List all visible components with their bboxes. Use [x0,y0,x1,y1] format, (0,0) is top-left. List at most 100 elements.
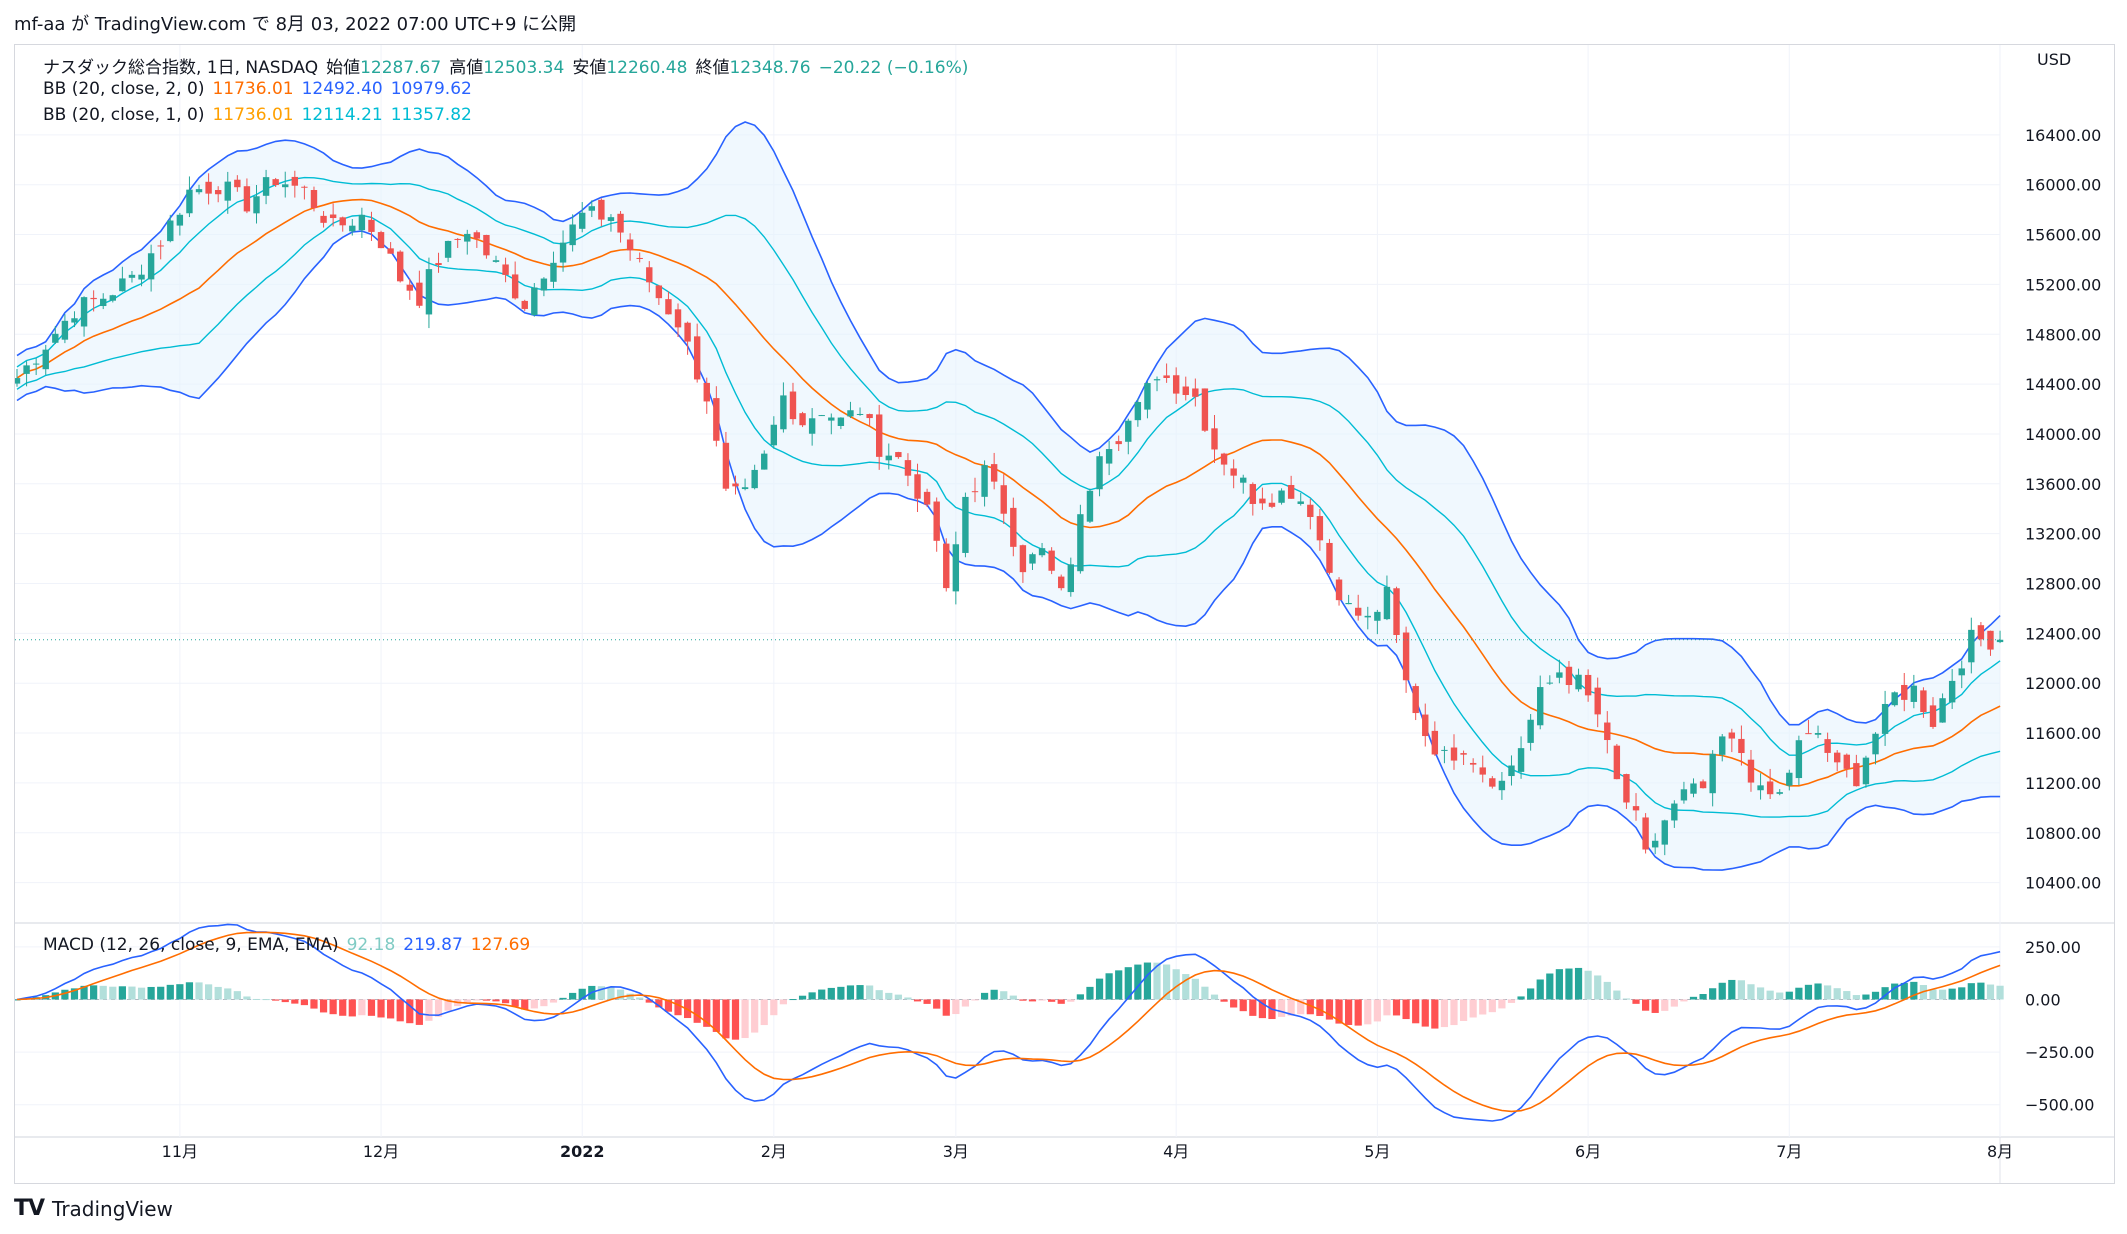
candle-body [1249,484,1257,504]
macd-histogram-bar [1028,999,1037,1002]
candle-body [329,214,337,219]
candle-body [1278,490,1285,503]
legend-main[interactable]: ナスダック総合指数, 1日, NASDAQ 始値12287.67 高値12503.3… [43,53,976,78]
macd-histogram-bar [1728,979,1736,1000]
candle-body [741,487,749,490]
macd-histogram-bar [70,988,79,1000]
macd-histogram-bar [1555,969,1563,1000]
price-tick-label: 15200.00 [2025,275,2101,294]
macd-histogram-bar [990,989,998,1000]
macd-histogram-bar [1546,973,1554,1000]
candle-body [262,177,270,196]
candle-body [1671,803,1678,821]
candle-body [703,382,710,402]
macd-histogram-bar [387,999,395,1019]
time-tick-label: 5月 [1364,1142,1390,1161]
candle-body [1891,692,1898,706]
macd-histogram-bar [463,999,471,1003]
candle-body [1383,586,1391,620]
candle-body [1699,781,1707,789]
candle-body [780,395,787,430]
candle-body [349,225,356,232]
candle-body [387,248,394,254]
macd-histogram-bar [607,986,615,1000]
legend-macd[interactable]: MACD (12, 26, close, 9, EMA, EMA) 92.18 21… [43,935,538,955]
candle-body [1881,703,1889,734]
candle-body [1029,554,1036,564]
macd-histogram-bar [262,999,270,1001]
candle-body [1441,749,1448,751]
macd-histogram-bar [281,999,289,1003]
macd-histogram-bar [1048,999,1056,1002]
macd-histogram-bar [952,999,960,1015]
candle-body [1316,516,1324,541]
candle-body [1565,666,1573,686]
candle-body [923,491,931,505]
macd-histogram-bar [1622,998,1631,1000]
macd-histogram-bar [1517,996,1525,1000]
legend-low-label: 安値 [572,58,607,78]
candle-body [100,298,107,307]
macd-histogram-bar [233,991,241,1000]
candle-body [1690,783,1697,794]
macd-histogram-bar [1766,990,1774,1000]
price-chart[interactable]: USD 10400.00 10800.00 11200.00 11600.00 12000… [15,45,2114,1183]
macd-histogram-bar [1565,968,1573,1000]
macd-histogram-bar [166,984,174,1000]
legend-bb1[interactable]: BB (20, close, 1, 0) 11736.01 12114.21 1135… [43,105,480,125]
macd-histogram-bar [1507,999,1516,1003]
macd-histogram-bar [339,999,347,1016]
macd-histogram-bar [1756,987,1765,1000]
macd-histogram-bar [530,999,538,1009]
candle-body [1872,733,1879,755]
candle-body [1987,630,1994,650]
macd-histogram-bar [1574,967,1583,1000]
candle-body [818,415,825,417]
macd-histogram-bar [885,992,893,1000]
legend-bb2[interactable]: BB (20, close, 2, 0) 11736.01 12492.40 1097… [43,79,480,99]
chart-frame[interactable]: USD 10400.00 10800.00 11200.00 11600.00 12000… [14,44,2115,1184]
candle-body [61,320,69,340]
macd-histogram-bar [1680,999,1688,1002]
macd-histogram-bar [616,989,625,1000]
candle-body [1230,468,1237,476]
macd-histogram-bar [1143,962,1152,1000]
legend-bb1-upper: 12114.21 [301,105,383,125]
candle-body [1623,774,1630,803]
legend-change: −20.22 (−0.16%) [818,58,969,78]
macd-histogram-bar [933,999,941,1009]
candle-body [1527,719,1534,743]
legend-macd-signal: 127.69 [470,935,531,955]
time-tick-label: 2月 [761,1142,787,1161]
macd-histogram-bar [1642,999,1650,1011]
macd-histogram-bar [1009,995,1017,1000]
candle-body [214,190,222,195]
macd-histogram-bar [837,986,845,1000]
macd-histogram-bar [1163,964,1171,1000]
candle-body [444,240,452,258]
candle-body [320,215,327,223]
macd-histogram-bar [1613,990,1621,1000]
candle-body [751,469,758,489]
macd-histogram-bar [1306,999,1314,1015]
macd-histogram-bar [1632,999,1640,1004]
macd-histogram-bar [894,994,902,1000]
legend-bb2-upper: 12492.40 [301,79,383,99]
price-tick-label: 14400.00 [2025,375,2101,394]
bb-band-fill [17,122,2001,871]
candle-body [1259,498,1266,504]
macd-histogram-bar [1335,999,1343,1024]
candle-body [1508,765,1515,777]
candle-body [588,206,595,211]
candle-body [1268,502,1276,507]
candle-body [1805,733,1812,735]
publish-line: mf-aa が TradingView.com で 8月 03, 2022 07… [14,14,577,35]
time-tick-label: 12月 [363,1142,399,1161]
macd-histogram-bar [272,999,280,1001]
candle-body [876,414,883,457]
price-tick-label: 12400.00 [2025,624,2101,643]
candle-body [291,176,299,186]
candle-body [540,278,548,291]
bb2-upper-line [16,121,2001,726]
macd-histogram-bar [904,997,912,1000]
